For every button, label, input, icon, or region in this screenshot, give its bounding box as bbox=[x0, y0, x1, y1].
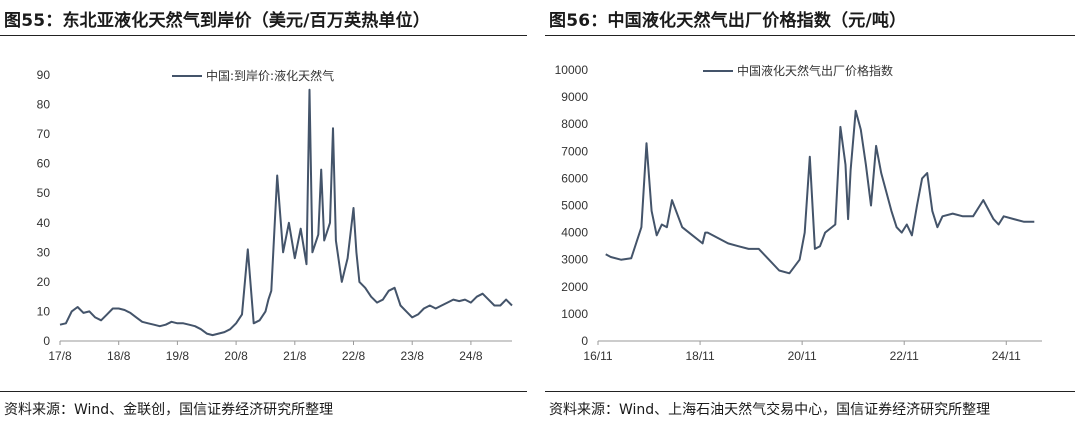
y-tick-label: 30 bbox=[37, 245, 51, 259]
right-chart: 0 1000 2000 3000 4000 5000 6000 7000 8000 9000 100… bbox=[555, 63, 1042, 360]
series-line bbox=[59, 88, 513, 337]
x-tick-label: 21/8 bbox=[283, 349, 307, 360]
y-tick-label: 40 bbox=[37, 216, 51, 230]
y-tick-label: 6000 bbox=[561, 171, 588, 185]
x-tick-label: 16/11 bbox=[583, 349, 612, 360]
x-tick-label: 20/11 bbox=[788, 349, 817, 360]
right-top-rule bbox=[545, 35, 1075, 36]
left-panel: 图55：东北亚液化天然气到岸价（美元/百万英热单位） 0 10 20 30 40 50 60… bbox=[0, 0, 527, 429]
y-tick-label: 60 bbox=[37, 157, 51, 171]
y-tick-label: 0 bbox=[43, 334, 50, 348]
x-tick-label: 24/11 bbox=[992, 349, 1021, 360]
y-tick-label: 90 bbox=[37, 68, 51, 82]
left-source-note: 资料来源：Wind、金联创，国信证券经济研究所整理 bbox=[4, 402, 334, 418]
series-line bbox=[605, 109, 1035, 275]
y-tick-label: 70 bbox=[37, 127, 51, 141]
x-tick-label: 17/8 bbox=[48, 349, 72, 360]
right-source-note: 资料来源：Wind、上海石油天然气交易中心，国信证券经济研究所整理 bbox=[549, 402, 991, 418]
left-chart: 0 10 20 30 40 50 60 70 80 90 17/8 18/8 19/8 20/8 21/8 2… bbox=[37, 68, 513, 360]
y-tick-label: 4000 bbox=[561, 226, 588, 240]
right-panel: 图56：中国液化天然气出厂价格指数（元/吨） 0 1000 2000 3000 4000… bbox=[545, 0, 1075, 429]
right-bottom-rule bbox=[545, 391, 1075, 392]
x-tick-label: 22/8 bbox=[342, 349, 366, 360]
x-tick-label: 19/8 bbox=[166, 349, 190, 360]
y-tick-label: 9000 bbox=[561, 90, 588, 104]
y-tick-label: 10 bbox=[37, 304, 51, 318]
left-figure-title: 图55：东北亚液化天然气到岸价（美元/百万英热单位） bbox=[4, 11, 431, 31]
left-top-rule bbox=[0, 35, 527, 36]
legend-label: 中国液化天然气出厂价格指数 bbox=[737, 63, 893, 78]
x-tick-label: 22/11 bbox=[890, 349, 919, 360]
left-bottom-rule bbox=[0, 391, 527, 392]
y-tick-label: 5000 bbox=[561, 199, 588, 213]
x-tick-label: 18/8 bbox=[107, 349, 131, 360]
x-tick-label: 20/8 bbox=[224, 349, 248, 360]
y-tick-label: 20 bbox=[37, 275, 51, 289]
right-figure-title: 图56：中国液化天然气出厂价格指数（元/吨） bbox=[549, 11, 907, 31]
y-tick-label: 1000 bbox=[561, 307, 588, 321]
y-tick-label: 3000 bbox=[561, 253, 588, 267]
x-tick-label: 18/11 bbox=[685, 349, 714, 360]
y-tick-label: 80 bbox=[37, 98, 51, 112]
y-tick-label: 50 bbox=[37, 186, 51, 200]
y-tick-label: 0 bbox=[581, 334, 588, 348]
x-tick-label: 24/8 bbox=[459, 349, 483, 360]
y-tick-label: 10000 bbox=[555, 63, 589, 77]
x-tick-label: 23/8 bbox=[401, 349, 425, 360]
y-tick-label: 2000 bbox=[561, 280, 588, 294]
legend-label: 中国:到岸价:液化天然气 bbox=[206, 68, 334, 83]
y-tick-label: 7000 bbox=[561, 144, 588, 158]
y-tick-label: 8000 bbox=[561, 117, 588, 131]
